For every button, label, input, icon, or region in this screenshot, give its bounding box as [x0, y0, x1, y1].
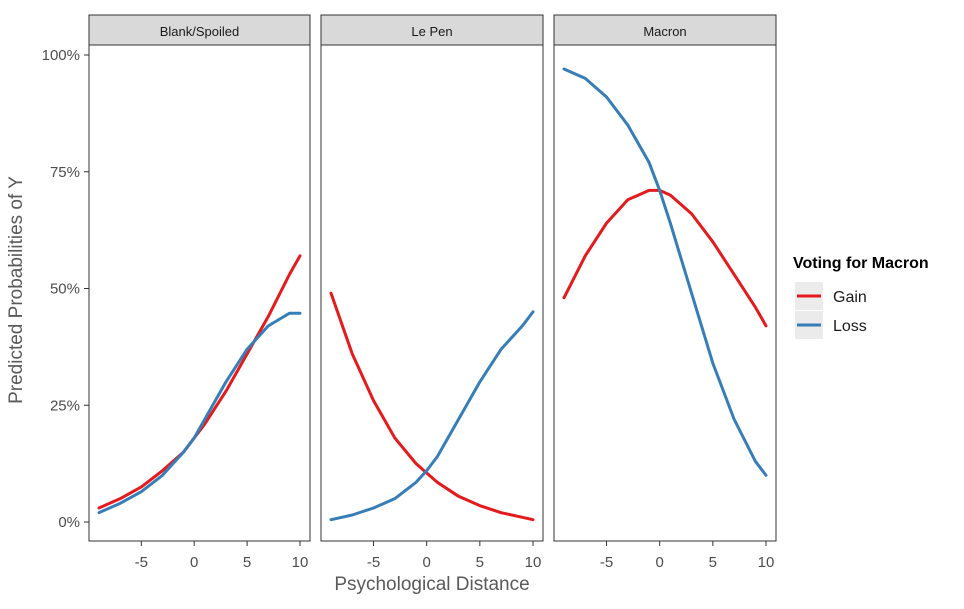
y-tick-label: 100%	[42, 47, 80, 64]
legend-label: Loss	[833, 318, 867, 335]
facet-strip	[88, 14, 311, 46]
series-line-loss-blank-spoiled	[97, 311, 302, 515]
panel-macron: Macron -5 0 5 10	[553, 14, 777, 571]
y-axis-title: Predicted Probabilities of Y	[6, 176, 27, 404]
panel-border	[553, 44, 777, 542]
x-tick-label: 10	[758, 554, 775, 571]
x-tick-label: 10	[525, 554, 542, 571]
y-tick-label: 50%	[50, 281, 80, 298]
series-line-loss-le-pen	[329, 310, 535, 522]
x-tick-label: 5	[476, 554, 484, 571]
series-line-gain-macron	[562, 188, 768, 328]
legend-label: Gain	[833, 289, 867, 306]
x-tick-label: -5	[367, 554, 380, 571]
y-tick-label: 0%	[58, 514, 80, 531]
panel-blank-spoiled: Blank/Spoiled -5 0 5 10	[88, 14, 311, 571]
x-tick-label: 10	[292, 554, 309, 571]
facet-title: Le Pen	[411, 24, 452, 39]
y-axis: 0% 25% 50% 75% 100%	[42, 47, 89, 531]
facet-title: Blank/Spoiled	[160, 24, 240, 39]
facet-strip	[320, 14, 544, 46]
legend: Voting for Macron Gain Loss	[793, 255, 929, 339]
x-tick-label: -5	[600, 554, 613, 571]
x-tick-label: -5	[135, 554, 148, 571]
legend-item-gain: Gain	[795, 282, 867, 310]
y-tick-label: 75%	[50, 164, 80, 181]
x-axis-title: Psychological Distance	[334, 574, 529, 595]
facet-title: Macron	[643, 24, 686, 39]
x-tick-label: 0	[423, 554, 431, 571]
x-tick-label: 0	[190, 554, 198, 571]
panels-layer: Blank/Spoiled -5 0 5 10 Le Pen -5 0 5 10 Macron -5 0…	[88, 14, 777, 571]
panel-border	[320, 44, 544, 542]
panel-border	[88, 44, 311, 542]
legend-item-loss: Loss	[795, 311, 867, 339]
y-tick-label: 25%	[50, 397, 80, 414]
x-tick-label: 5	[709, 554, 717, 571]
legend-title: Voting for Macron	[793, 255, 929, 272]
x-tick-label: 5	[243, 554, 251, 571]
facet-strip	[553, 14, 777, 46]
series-line-gain-le-pen	[329, 291, 535, 522]
panel-le-pen: Le Pen -5 0 5 10	[320, 14, 544, 571]
series-line-loss-macron	[562, 67, 768, 477]
x-tick-label: 0	[656, 554, 664, 571]
